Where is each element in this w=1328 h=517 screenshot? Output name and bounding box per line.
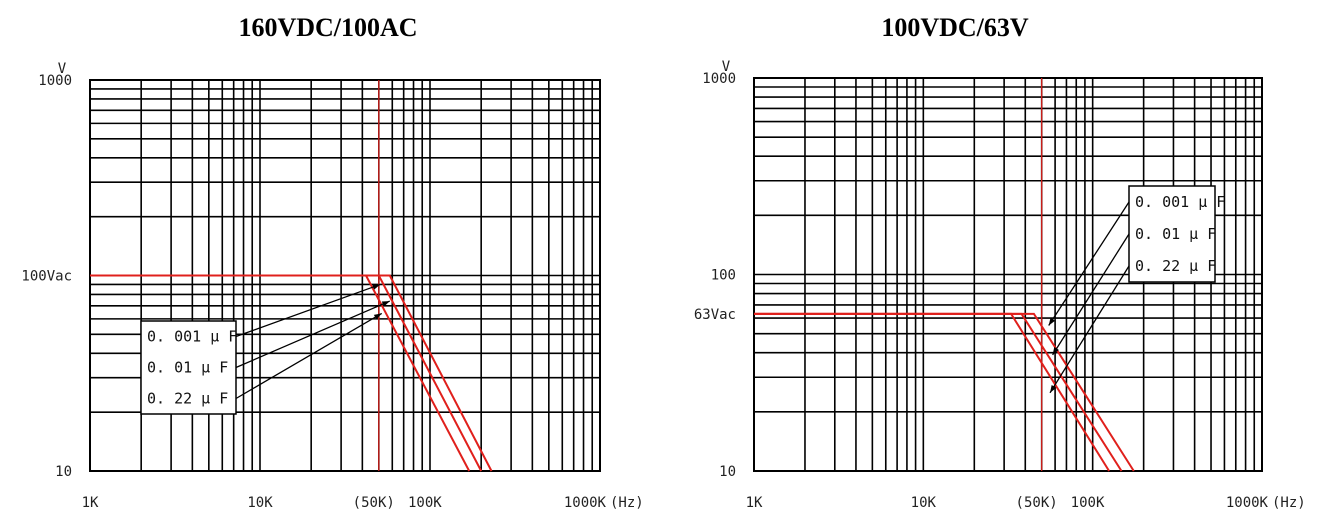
- y-tick-label: 10: [55, 464, 72, 480]
- legend-leader-line: [235, 300, 391, 369]
- x-tick-label: 10K: [911, 495, 937, 511]
- legend-leader-line: [1052, 233, 1130, 356]
- legend-entry: 0. 001 μ F: [1135, 193, 1225, 211]
- x-axis-label: (Hz): [1272, 495, 1306, 511]
- legend-entry: 0. 22 μ F: [1135, 257, 1216, 275]
- y-tick-label: 1000: [38, 73, 72, 89]
- y-axis-label: V: [58, 61, 67, 77]
- chart-1: 160VDC/100AC 0. 001 μ F 0. 01 μ F 0. 22 μ F…: [21, 13, 643, 511]
- x-tick-label: 10K: [247, 495, 273, 511]
- y-tick-label: 63Vac: [694, 307, 736, 323]
- x-tick-label: (50K): [353, 495, 395, 511]
- x-axis-label: (Hz): [610, 495, 644, 511]
- legend-leader-line: [1049, 265, 1130, 394]
- chart-title: 160VDC/100AC: [238, 13, 417, 42]
- legend-entry: 0. 01 μ F: [147, 359, 228, 377]
- y-tick-label: 100: [711, 268, 736, 284]
- x-tick-label: 1000K: [564, 495, 607, 511]
- x-tick-label: 100K: [1071, 495, 1105, 511]
- legend: 0. 001 μ F 0. 01 μ F 0. 22 μ F: [1048, 185, 1225, 394]
- legend-arrowhead: [381, 301, 390, 307]
- y-tick-label: 1000: [702, 71, 736, 87]
- legend-arrowhead: [1048, 317, 1056, 326]
- y-axis-label: V: [722, 59, 731, 75]
- x-tick-label: (50K): [1016, 495, 1058, 511]
- x-tick-label: 1000K: [1226, 495, 1269, 511]
- plot-frame: [753, 77, 1263, 472]
- chart-title: 100VDC/63V: [881, 13, 1029, 42]
- y-tick-label: 100Vac: [21, 269, 72, 285]
- y-tick-label: 10: [719, 464, 736, 480]
- legend-arrowhead: [373, 313, 382, 320]
- legend-leader-line: [235, 283, 381, 338]
- legend: 0. 001 μ F 0. 01 μ F 0. 22 μ F: [140, 283, 391, 415]
- chart-2: 100VDC/63V 0. 001 μ F 0. 01 μ F 0. 22 μ F 10…: [694, 13, 1306, 511]
- series-line-3: [754, 312, 1110, 472]
- legend-arrowhead: [372, 284, 381, 290]
- legend-box: [1128, 185, 1216, 283]
- legend-leader-line: [1048, 201, 1130, 326]
- x-tick-label: 1K: [82, 495, 99, 511]
- series-line-3: [90, 274, 471, 472]
- x-tick-label: 100K: [408, 495, 442, 511]
- legend-arrowhead: [1052, 347, 1059, 355]
- legend-arrowhead: [1050, 384, 1057, 393]
- legend-entry: 0. 001 μ F: [147, 328, 237, 346]
- legend-entry: 0. 01 μ F: [1135, 225, 1216, 243]
- legend-leader-line: [235, 312, 383, 400]
- x-tick-label: 1K: [746, 495, 763, 511]
- legend-box: [140, 320, 237, 415]
- legend-entry: 0. 22 μ F: [147, 390, 228, 408]
